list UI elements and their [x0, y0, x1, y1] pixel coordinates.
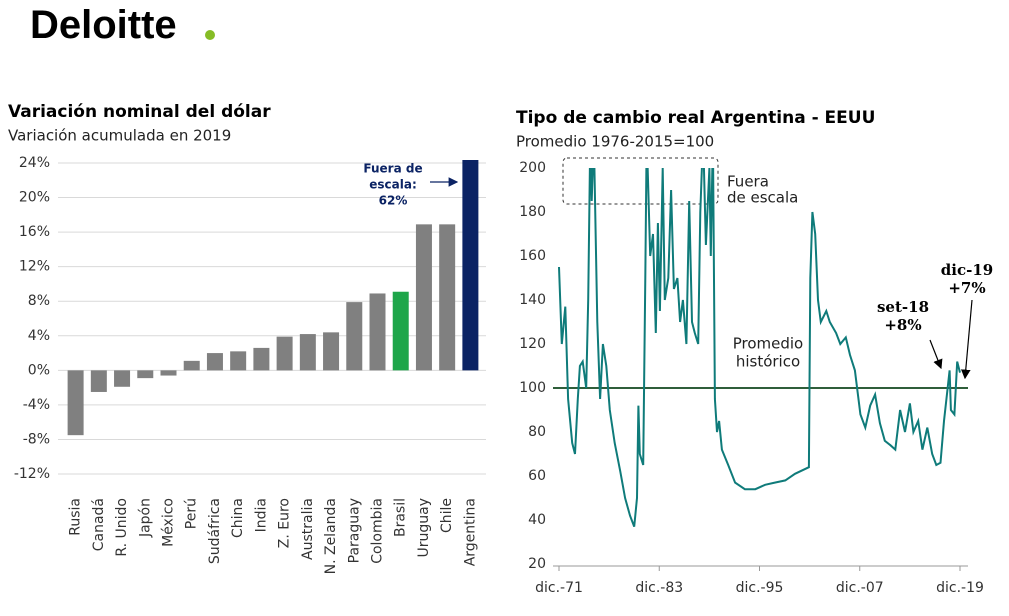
x-tick-label: Paraguay: [346, 498, 362, 563]
bar: [206, 353, 223, 371]
bar: [137, 370, 154, 379]
bar: [299, 334, 316, 371]
y-tick-label: 200: [519, 160, 546, 176]
x-tick-label: dic.-71: [535, 580, 583, 596]
bar: [160, 370, 177, 376]
x-tick-label: Sudáfrica: [207, 498, 223, 564]
annotation: Fuera de: [363, 162, 422, 176]
x-tick-label: México: [161, 498, 177, 547]
annotation: Fuera: [727, 173, 769, 191]
bar: [253, 347, 270, 371]
y-tick-label: 60: [528, 468, 546, 484]
y-tick-label: -12%: [14, 466, 50, 482]
bar: [346, 302, 363, 371]
x-tick-label: Uruguay: [416, 498, 432, 558]
y-tick-label: 180: [519, 204, 546, 220]
y-tick-label: -8%: [23, 431, 50, 447]
x-tick-label: Brasil: [393, 498, 409, 537]
bar: [276, 336, 293, 371]
y-tick-label: 24%: [19, 155, 50, 171]
y-tick-label: 160: [519, 248, 546, 264]
x-tick-label: Argentina: [462, 498, 478, 566]
x-tick-label: Japón: [137, 498, 153, 538]
x-tick-label: Canadá: [91, 498, 107, 551]
bar: [183, 360, 200, 371]
bar: [90, 370, 107, 392]
x-tick-label: dic.-19: [936, 580, 984, 596]
y-tick-label: 8%: [28, 293, 50, 309]
y-tick-label: 4%: [28, 328, 50, 344]
x-tick-label: dic.-95: [736, 580, 784, 596]
x-tick-label: India: [253, 498, 269, 532]
y-tick-label: 100: [519, 380, 546, 396]
x-tick-label: Z. Euro: [277, 498, 293, 548]
y-tick-label: 40: [528, 512, 546, 528]
y-tick-label: 140: [519, 292, 546, 308]
annotation: dic-19: [941, 261, 993, 279]
x-tick-label: Colombia: [370, 498, 386, 564]
bar: [323, 332, 340, 371]
y-tick-label: 80: [528, 424, 546, 440]
bar: [415, 224, 432, 371]
y-tick-label: 120: [519, 336, 546, 352]
x-tick-label: Australia: [300, 498, 316, 560]
series-line: [558, 168, 961, 527]
bar: [462, 160, 479, 371]
chart-subtitle: Variación acumulada en 2019: [8, 127, 231, 145]
x-tick-label: Rusia: [68, 498, 84, 536]
chart-title: Tipo de cambio real Argentina - EEUU: [516, 108, 875, 128]
x-tick-label: R. Unido: [114, 498, 130, 557]
x-tick-label: Perú: [184, 498, 200, 529]
annotation: set-18: [877, 298, 929, 316]
y-tick-label: 16%: [19, 224, 50, 240]
chart-subtitle: Promedio 1976-2015=100: [516, 133, 714, 151]
annotation: 62%: [379, 194, 408, 208]
arrow: [929, 339, 943, 370]
annotation: escala:: [369, 178, 417, 192]
arrow: [960, 299, 973, 380]
x-tick-label: dic.-83: [635, 580, 683, 596]
bar: [67, 370, 84, 436]
y-tick-label: 20%: [19, 190, 50, 206]
bar: [439, 224, 456, 371]
y-tick-label: 20: [528, 556, 546, 572]
bar: [392, 291, 409, 371]
x-tick-label: dic.-07: [836, 580, 884, 596]
x-tick-label: Chile: [439, 498, 455, 533]
logo-dot: [205, 30, 215, 40]
y-tick-label: 12%: [19, 259, 50, 275]
annotation: +7%: [948, 279, 985, 297]
x-tick-label: N. Zelanda: [323, 498, 339, 574]
y-tick-label: -4%: [23, 397, 50, 413]
chart-title: Variación nominal del dólar: [8, 102, 271, 122]
bar: [114, 370, 131, 387]
x-tick-label: China: [230, 498, 246, 538]
annotation: de escala: [727, 189, 798, 207]
y-tick-label: 0%: [28, 362, 50, 378]
bar: [230, 351, 247, 371]
annotation: histórico: [736, 353, 800, 371]
bar: [369, 293, 386, 371]
annotation: +8%: [884, 316, 921, 334]
annotation: Promedio: [733, 335, 804, 353]
logo: Deloitte: [30, 3, 177, 47]
offscale-box: [562, 157, 719, 205]
